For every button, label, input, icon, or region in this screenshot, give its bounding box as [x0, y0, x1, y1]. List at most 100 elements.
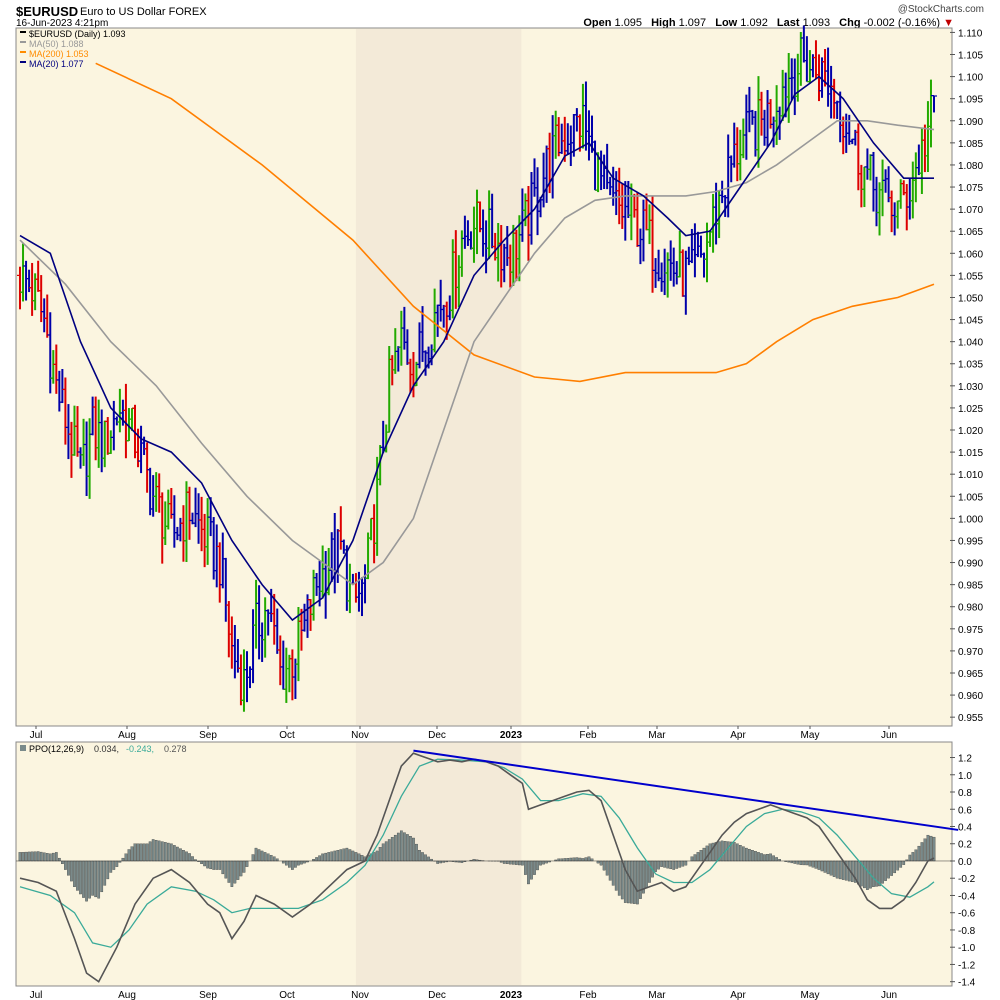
ppo-y-tick-label: -1.0 [958, 943, 976, 954]
histogram-bar [233, 860, 237, 884]
ppo-legend-signal: -0.243, [126, 744, 154, 754]
histogram-bar [415, 843, 418, 862]
histogram-bar [693, 854, 697, 862]
price-panel: 1.110 1.105 1.100 1.095 1.090 1.085 1.080 1.075… [15, 25, 983, 741]
histogram-bar [24, 851, 28, 862]
histogram-bar [51, 852, 55, 862]
price-x-tick-label: Dec [428, 730, 446, 741]
histogram-bar [614, 860, 618, 891]
histogram-bar [811, 860, 815, 868]
ppo-y-tick-label: -0.6 [958, 909, 976, 920]
legend-swatch [20, 31, 26, 33]
histogram-bar [796, 860, 800, 865]
histogram-bar [917, 845, 921, 862]
histogram-bar [751, 850, 754, 862]
legend-entry: MA(200) 1.053 [29, 49, 89, 59]
histogram-bar [18, 852, 22, 862]
ppo-legend-hist: 0.278 [164, 744, 187, 754]
histogram-bar [690, 856, 694, 862]
histogram-bar [221, 860, 225, 875]
histogram-bar [578, 857, 582, 862]
histogram-bar [318, 855, 321, 862]
histogram-bar [272, 856, 276, 862]
histogram-bar [542, 860, 545, 865]
histogram-bar [106, 860, 110, 880]
histogram-bar [409, 836, 412, 862]
histogram-bar [527, 860, 530, 885]
histogram-bar [430, 858, 433, 862]
histogram-bar [893, 860, 897, 874]
histogram-bar [545, 860, 548, 864]
histogram-bar [378, 847, 382, 862]
histogram-bar [142, 843, 146, 862]
shaded-region [355, 29, 522, 725]
histogram-bar [191, 856, 194, 862]
histogram-bar [887, 860, 890, 879]
histogram-bar [524, 860, 527, 875]
histogram-bar [660, 860, 663, 867]
histogram-bar [726, 841, 730, 862]
histogram-bar [681, 860, 685, 867]
histogram-bar [381, 843, 385, 862]
copyright-link[interactable]: @StockCharts.com [897, 4, 984, 15]
histogram-bar [384, 841, 388, 862]
ppo-shaded-region [355, 743, 522, 985]
histogram-bar [94, 860, 98, 898]
histogram-bar [406, 834, 409, 862]
legend-swatch [20, 61, 26, 63]
histogram-bar [79, 860, 82, 895]
histogram-bar [920, 842, 924, 862]
ppo-line [19, 752, 935, 983]
histogram-bar [269, 855, 273, 862]
histogram-bar [427, 856, 430, 862]
histogram-bar [345, 847, 349, 862]
histogram-bar [760, 853, 763, 862]
histogram-bar [297, 860, 300, 866]
histogram-bar [557, 858, 561, 862]
histogram-bar [838, 860, 842, 880]
histogram-bar [166, 842, 170, 862]
histogram-bar [203, 860, 206, 867]
price-y-tick-label: 1.085 [958, 139, 983, 150]
histogram-bar [932, 836, 936, 862]
histogram-bar [209, 860, 213, 870]
price-y-tick-label: 1.035 [958, 360, 983, 371]
histogram-bar [533, 860, 536, 875]
histogram-bar [321, 853, 324, 862]
histogram-bar [763, 854, 766, 862]
change-down-icon: ▼ [943, 17, 954, 29]
high-label: High [651, 17, 676, 29]
histogram-bar [421, 852, 424, 862]
histogram-bar [375, 850, 379, 862]
histogram-bar [581, 858, 585, 862]
open-value: 1.095 [614, 17, 643, 29]
histogram-bar [575, 857, 579, 862]
histogram-bar [139, 843, 143, 862]
histogram-bar [684, 860, 688, 866]
histogram-bar [36, 851, 40, 862]
low-label: Low [715, 17, 738, 29]
histogram-bar [505, 860, 509, 865]
histogram-bar [605, 860, 609, 876]
histogram-bar [518, 860, 521, 866]
ppo-y-tick-label: -0.2 [958, 874, 976, 885]
histogram-bar [387, 839, 391, 862]
ppo-trendline [413, 749, 959, 831]
histogram-bar [832, 860, 836, 877]
ma20-line [19, 75, 934, 622]
histogram-bar [436, 860, 440, 864]
histogram-bar [112, 860, 116, 870]
ppo-x-tick-label: Aug [118, 990, 136, 1000]
ppo-panel: 1.2 1.0 0.8 0.6 0.4 0.2 0.0 -0.2 -0.4 -0.6 -0.8 -1.… [15, 741, 976, 1000]
ohlc-bar [931, 95, 937, 113]
histogram-bar [566, 858, 570, 862]
histogram-bar [73, 860, 76, 887]
price-y-tick-label: 1.070 [958, 205, 983, 216]
symbol-description: Euro to US Dollar FOREX [80, 6, 207, 18]
price-y-tick-label: 1.055 [958, 271, 983, 282]
histogram-bar [315, 857, 318, 862]
histogram-bar [508, 860, 512, 865]
ppo-x-tick-label: Dec [428, 990, 446, 1000]
price-y-tick-label: 0.980 [958, 603, 983, 614]
